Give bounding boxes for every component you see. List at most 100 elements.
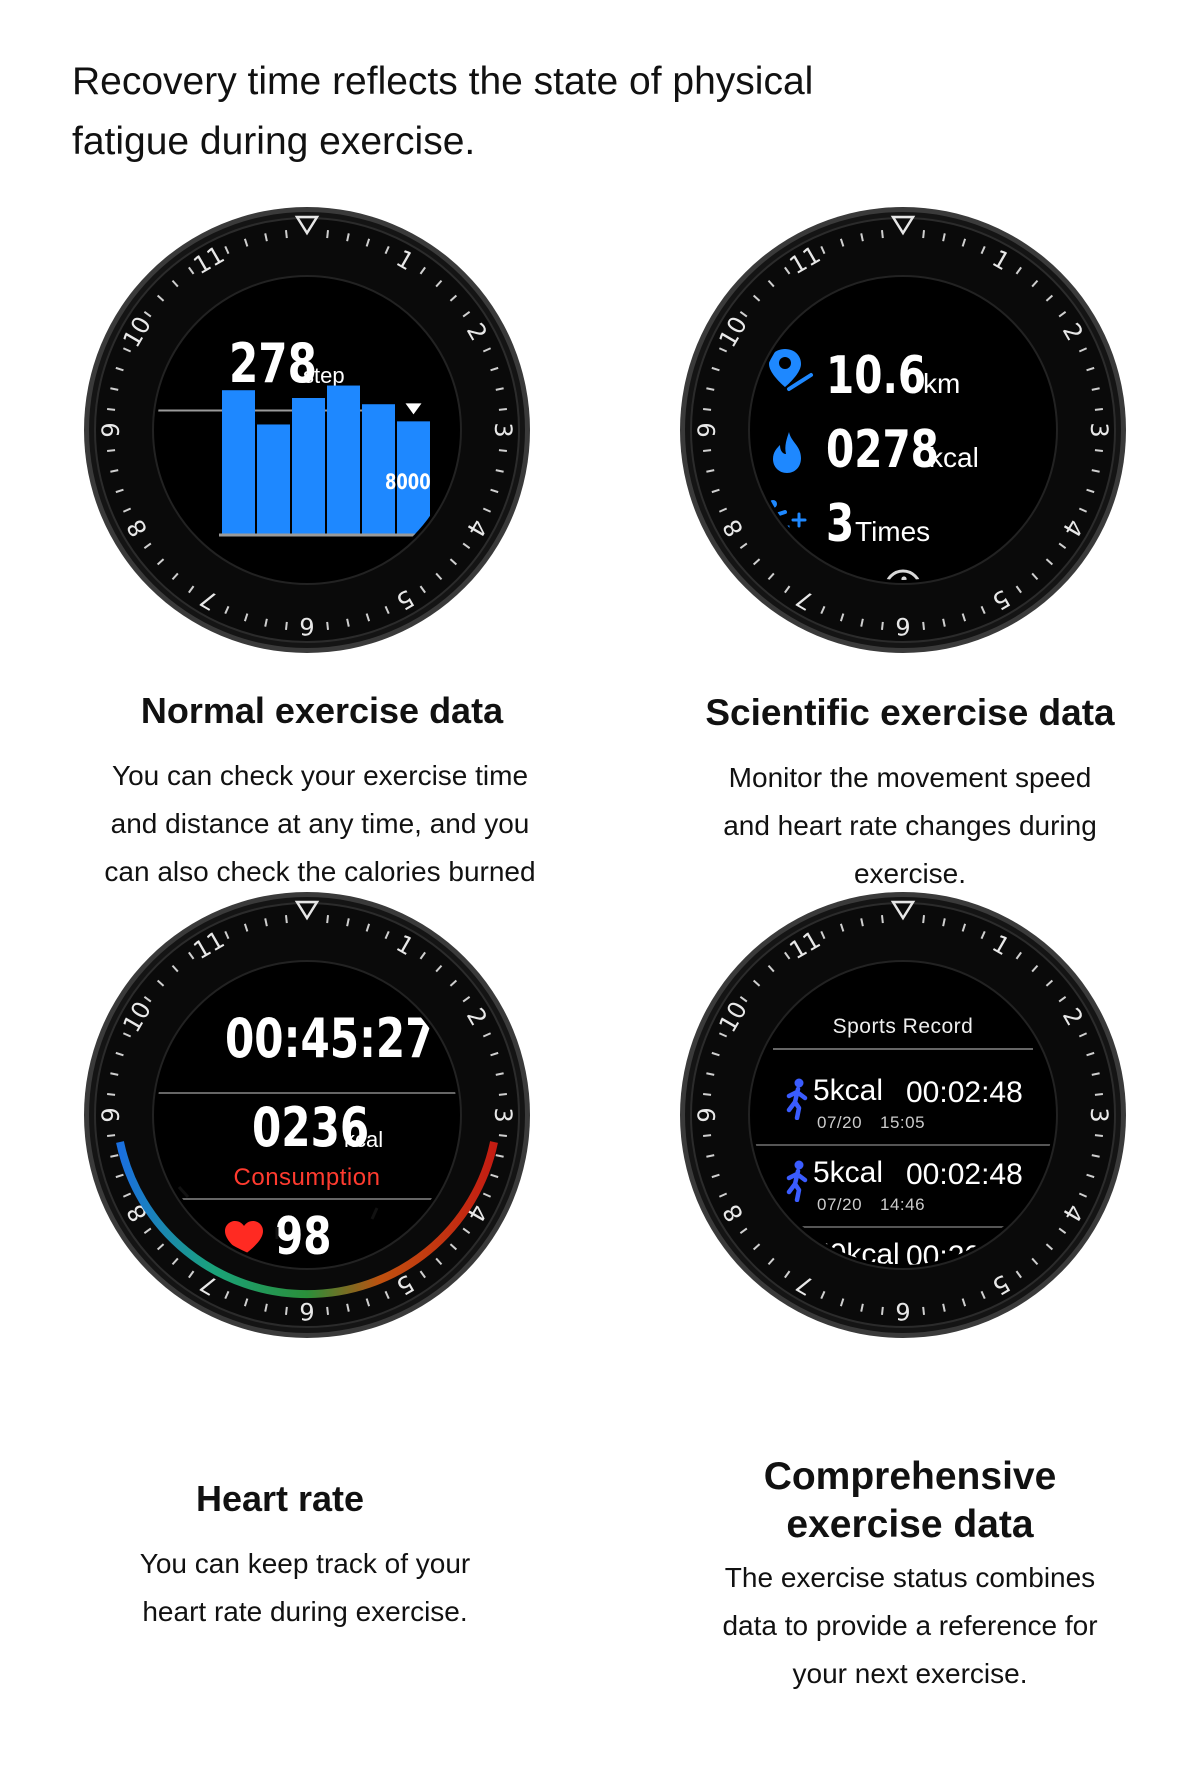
bezel-numeral: 9 <box>97 422 125 437</box>
bezel-numeral: 3 <box>489 422 517 437</box>
desc-line: exercise. <box>853 858 967 889</box>
intro-line-2: fatigue during exercise. <box>72 120 476 163</box>
section-desc-heart: You can keep track of your heart rate du… <box>80 1540 530 1636</box>
current-day-marker <box>405 403 422 415</box>
section-desc-scientific: Monitor the movement speed and heart rat… <box>660 754 1160 898</box>
step-unit: step <box>303 363 345 388</box>
bezel-numeral: 6 <box>299 612 314 640</box>
record-row[interactable]: 5kcal 00:02:48 07/20 15:05 <box>753 1068 1053 1148</box>
calories-row: 0278 <box>826 420 971 480</box>
sports-record-title: Sports Record <box>832 1015 974 1038</box>
desc-line: heart rate during exercise. <box>142 1596 468 1627</box>
watch-screen: Sports Record 5kcal 00:02:48 07/20 15:05 5kc… <box>753 965 1053 1265</box>
section-desc-normal: You can check your exercise time and dis… <box>70 752 570 896</box>
desc-line: and heart rate changes during <box>723 810 1097 841</box>
step-bar <box>362 404 395 535</box>
bezel-numeral: 6 <box>895 612 910 640</box>
title-line: Comprehensive <box>763 1455 1057 1498</box>
step-bar <box>292 398 325 535</box>
heart-rate-value: 98 <box>275 1207 332 1265</box>
step-bar <box>257 424 290 535</box>
times-row: 3 <box>826 494 862 554</box>
situp-icon <box>768 500 807 541</box>
record-duration: 00:02:48 <box>906 1076 1023 1109</box>
bezel-numeral: 3 <box>489 1107 517 1122</box>
desc-line: your next exercise. <box>792 1658 1028 1689</box>
desc-line: You can keep track of your <box>139 1548 471 1579</box>
step-bar <box>327 385 360 535</box>
bezel-numeral: 3 <box>1085 422 1113 437</box>
bezel-numeral: 9 <box>693 1107 721 1122</box>
record-kcal: 5kcal <box>813 1156 884 1189</box>
heart-icon <box>225 1221 263 1255</box>
bezel-numeral: 9 <box>693 422 721 437</box>
desc-line: You can check your exercise time <box>111 760 529 791</box>
title-line: exercise data <box>786 1503 1034 1546</box>
desc-line: The exercise status combines <box>724 1562 1096 1593</box>
step-value: 278 <box>229 332 317 395</box>
consumption-label: Consumption <box>233 1164 381 1191</box>
watch-sports-record: 11 1 2 3 4 5 6 7 8 9 10 Sports Record 5kcal 00:02:4… <box>678 890 1128 1340</box>
step-bar-chart <box>157 385 457 537</box>
watch-normal-exercise: 11 1 2 3 4 5 6 7 8 9 10 278 step 8000 MON <box>82 205 532 655</box>
record-date: 07/20 <box>817 1113 863 1132</box>
section-title-heart: Heart rate <box>195 1478 365 1519</box>
section-desc-comprehensive: The exercise status combines data to pro… <box>660 1554 1160 1698</box>
section-title-normal: Normal exercise data <box>140 690 504 731</box>
record-time: 14:46 <box>880 1195 926 1214</box>
intro-text: Recovery time reflects the state of phys… <box>72 52 972 172</box>
record-time: 15:05 <box>880 1113 926 1132</box>
bezel-numeral: 6 <box>895 1297 910 1325</box>
heart-rate-zone-arc <box>116 1141 498 1299</box>
times-unit: Times <box>855 516 931 547</box>
distance-row: 10.6 <box>826 346 954 406</box>
elapsed-time: 00:45:27 <box>225 1007 457 1070</box>
watch-screen: 278 step 8000 MON <box>157 280 457 580</box>
desc-line: Monitor the movement speed <box>728 762 1092 793</box>
watch-heart-rate: 11 1 2 3 4 5 6 7 8 9 10 00:45:27 0236 kcal Consump… <box>82 890 532 1340</box>
divider <box>753 1144 1053 1146</box>
record-duration: 00:20:48 <box>906 1240 1023 1265</box>
watch-screen: 10.6 km 0278 kcal 3 Times <box>753 280 1053 580</box>
divider <box>157 1198 457 1200</box>
record-row[interactable]: 5kcal 00:02:48 07/20 14:46 <box>753 1150 1053 1230</box>
times-value: 3 <box>826 494 855 554</box>
intro-line-1: Recovery time reflects the state of phys… <box>72 60 814 103</box>
step-count: 278 <box>229 332 342 395</box>
runner-icon <box>786 1242 808 1265</box>
bezel-numeral: 6 <box>299 1297 314 1325</box>
walker-icon <box>786 1078 808 1120</box>
desc-line: can also check the calories burned <box>104 856 536 887</box>
goal-label: 8000 <box>385 470 443 494</box>
location-pin-icon <box>769 349 813 391</box>
bezel-numeral: 9 <box>97 1107 125 1122</box>
calories-value: 0236 <box>252 1096 370 1159</box>
watch-screen: 00:45:27 0236 kcal Consumption 98 <box>157 965 457 1265</box>
calories-row: 0236 <box>252 1096 402 1159</box>
info-icon[interactable] <box>883 568 923 580</box>
section-title-scientific: Scientific exercise data <box>705 692 1115 733</box>
step-bar <box>222 390 255 535</box>
flame-icon <box>773 432 801 473</box>
elapsed-time-value: 00:45:27 <box>225 1007 435 1070</box>
heart-rate: 98 <box>275 1207 347 1265</box>
distance-value: 10.6 <box>826 346 927 406</box>
watch-scientific-exercise: 11 1 2 3 4 5 6 7 8 9 10 10.6 km 0278 kcal 3 Ti <box>678 205 1128 655</box>
calories-unit: kcal <box>929 442 979 473</box>
record-kcal: 50kcal <box>813 1238 900 1265</box>
day-label: MON <box>177 555 229 580</box>
divider <box>157 1092 457 1094</box>
distance-unit: km <box>923 368 961 399</box>
goal-value: 8000 <box>385 470 431 494</box>
record-date: 07/20 <box>817 1195 863 1214</box>
calories-value: 0278 <box>826 420 939 480</box>
bezel-numeral: 3 <box>1085 1107 1113 1122</box>
desc-line: data to provide a reference for <box>722 1610 1098 1641</box>
divider <box>773 1048 1033 1050</box>
record-kcal: 5kcal <box>813 1074 884 1107</box>
section-title-comprehensive: Comprehensive exercise data <box>660 1453 1160 1549</box>
divider <box>753 1226 1053 1228</box>
walker-icon <box>786 1160 808 1202</box>
